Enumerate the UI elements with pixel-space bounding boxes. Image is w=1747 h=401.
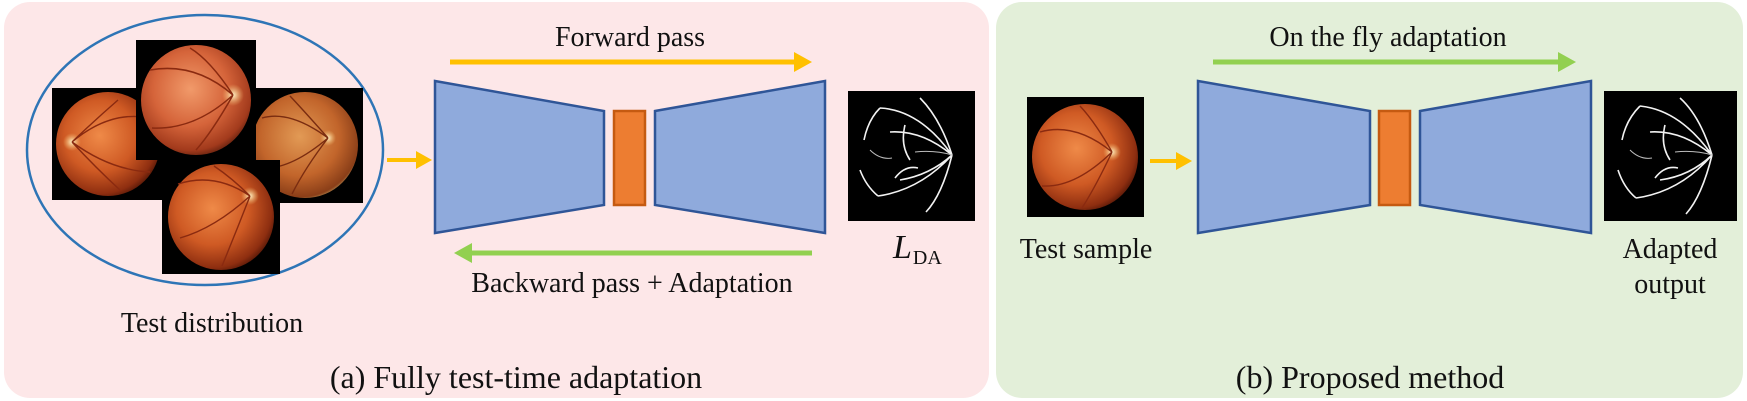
backward-pass-label: Backward pass + Adaptation [471,268,792,299]
test-distribution-label: Test distribution [121,308,303,339]
encoder-block [433,79,606,235]
adapted-output-label-line1: Adapted [1623,234,1718,265]
loss-subscript: DA [913,247,942,269]
test-sample-label: Test sample [1020,234,1153,265]
vessel-segmentation-icon [1604,91,1737,221]
loss-label: LDA [892,229,942,269]
encoder-block [1196,79,1372,235]
decoder-block [653,79,827,235]
on-the-fly-adaptation-arrow [1213,52,1576,72]
bottleneck-block [1377,109,1412,207]
bottleneck-block [612,109,647,207]
adaptation-label: On the fly adaptation [1269,22,1506,53]
panel-a-caption: (a) Fully test-time adaptation [330,359,702,395]
fundus-image-icon [136,40,256,160]
panel-b-caption: (b) Proposed method [1236,359,1504,395]
input-arrow [1150,152,1192,170]
fundus-image-icon [52,88,164,200]
forward-pass-arrow [450,52,812,72]
loss-symbol: L [892,229,912,266]
forward-pass-label: Forward pass [555,22,705,53]
input-arrow [387,151,432,169]
adapted-output-label-line2: output [1634,269,1706,300]
backward-pass-arrow [454,243,812,263]
fundus-image-icon [1027,97,1144,217]
vessel-segmentation-icon [848,91,975,221]
svg-text:LDA: LDA [892,229,942,269]
fundus-image-icon [162,160,280,274]
decoder-block [1418,79,1593,235]
test-distribution-ellipse [25,13,385,287]
